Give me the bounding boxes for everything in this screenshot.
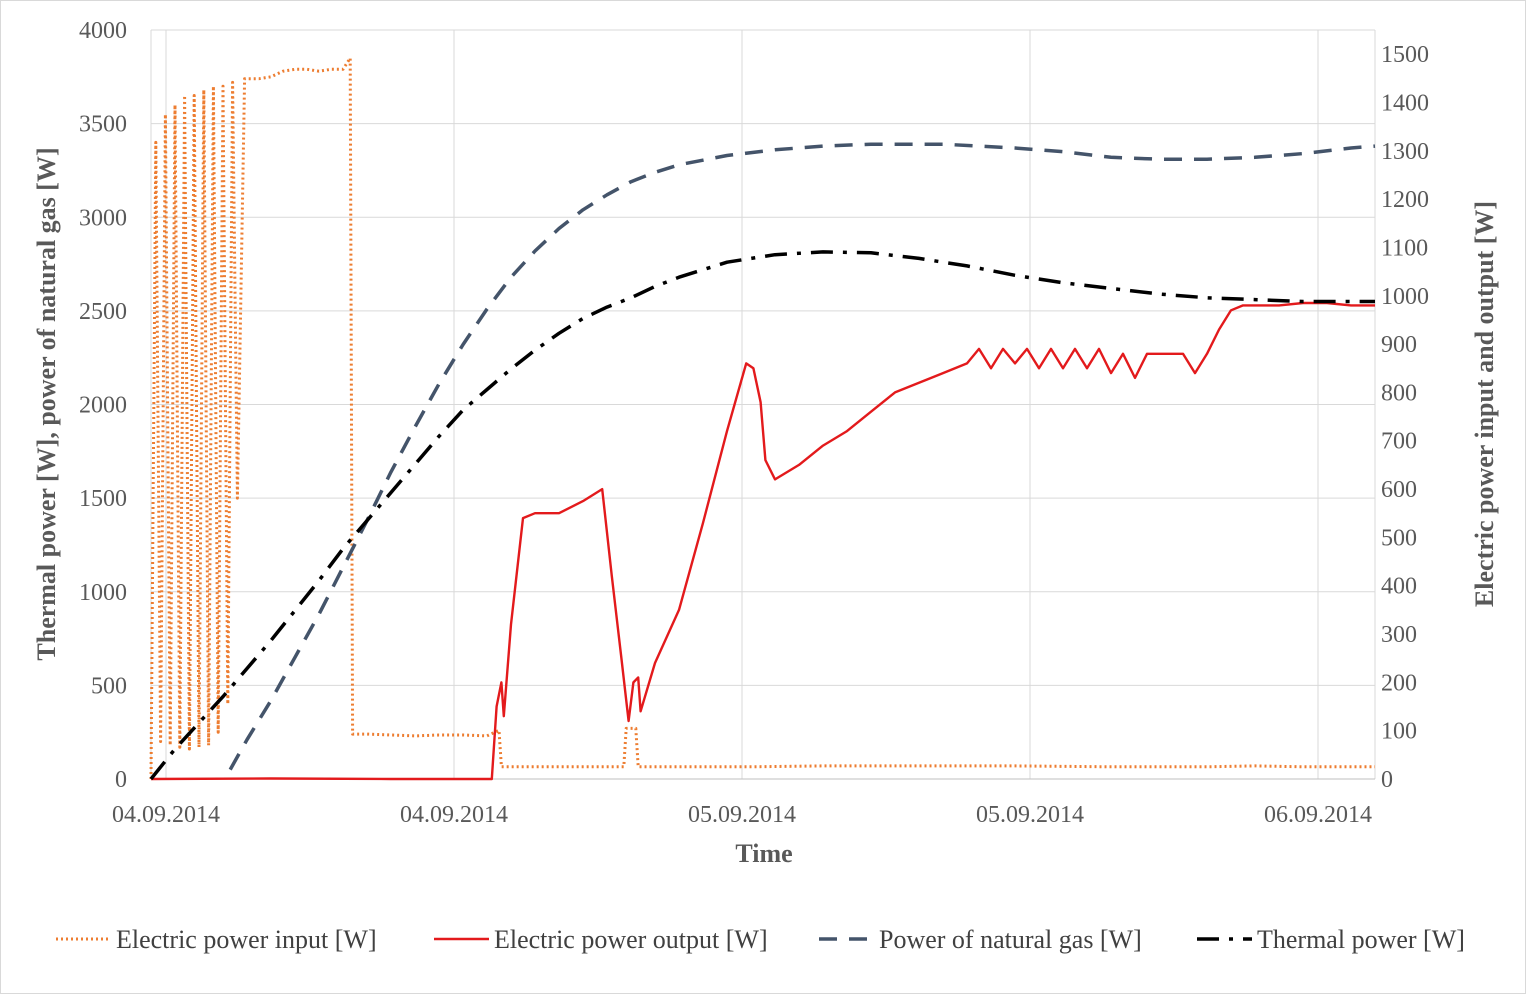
legend-label: Electric power input [W] — [116, 925, 377, 954]
y-left-tick-label: 3500 — [79, 112, 127, 138]
y-right-tick-label: 0 — [1381, 767, 1393, 793]
y-right-tick-label: 1400 — [1381, 90, 1429, 116]
y-right-tick-label: 1100 — [1381, 235, 1428, 261]
axes: 0 500 1000 1500 2000 2500 3000 3500 4000 0 100 200 3… — [79, 18, 1429, 828]
y-right-tick-label: 1500 — [1381, 42, 1429, 68]
series-line-1 — [150, 301, 1375, 781]
y-left-tick-label: 1500 — [79, 486, 127, 512]
x-tick-label: 05.09.2014 — [688, 802, 796, 828]
y-right-tick-label: 1300 — [1381, 139, 1429, 165]
y-right-tick-label: 900 — [1381, 332, 1417, 358]
series-line-3 — [149, 250, 1375, 781]
y-left-tick-label: 2000 — [79, 393, 127, 419]
y-right-tick-label: 400 — [1381, 574, 1417, 600]
y-right-axis-title: Electric power input and output [W] — [1470, 201, 1499, 607]
x-tick-label: 05.09.2014 — [976, 802, 1084, 828]
legend-label: Power of natural gas [W] — [879, 925, 1142, 954]
x-tick-label: 06.09.2014 — [1264, 802, 1372, 828]
y-right-tick-label: 1200 — [1381, 187, 1429, 213]
series-lines — [149, 56, 1376, 781]
legend-label: Electric power output [W] — [494, 925, 768, 954]
y-right-tick-label: 800 — [1381, 380, 1417, 406]
y-right-tick-label: 500 — [1381, 525, 1417, 551]
y-left-tick-label: 3000 — [79, 205, 127, 231]
gridlines — [150, 29, 1376, 780]
y-right-tick-label: 100 — [1381, 719, 1417, 745]
y-right-tick-label: 200 — [1381, 670, 1417, 696]
series-line-2 — [228, 142, 1376, 771]
y-left-tick-label: 4000 — [79, 18, 127, 44]
x-axis-title: Time — [735, 839, 792, 868]
legend-label: Thermal power [W] — [1257, 925, 1465, 954]
y-left-tick-label: 0 — [115, 767, 127, 793]
y-right-tick-label: 1000 — [1381, 284, 1429, 310]
x-tick-label: 04.09.2014 — [400, 802, 508, 828]
y-left-tick-label: 500 — [91, 673, 127, 699]
legend: Electric power input [W] Electric power o… — [56, 925, 1465, 954]
y-right-tick-label: 700 — [1381, 429, 1417, 455]
y-left-tick-label: 2500 — [79, 299, 127, 325]
y-left-axis-title: Thermal power [W], power of natural gas … — [32, 147, 61, 660]
series-line-0 — [149, 56, 1375, 780]
y-right-tick-label: 600 — [1381, 477, 1417, 503]
y-right-tick-label: 300 — [1381, 622, 1417, 648]
x-tick-label: 04.09.2014 — [112, 802, 220, 828]
y-left-tick-label: 1000 — [79, 580, 127, 606]
